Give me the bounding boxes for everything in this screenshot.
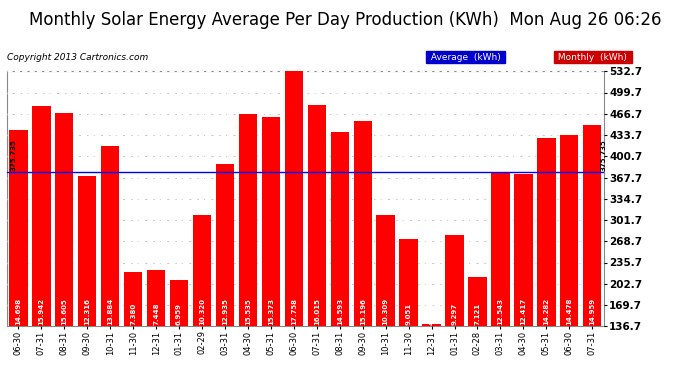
Bar bbox=[469, 277, 486, 326]
Bar bbox=[445, 235, 464, 326]
Text: 15.373: 15.373 bbox=[268, 298, 274, 325]
Bar bbox=[216, 164, 234, 326]
Text: 12.935: 12.935 bbox=[222, 298, 228, 325]
Text: 375.735: 375.735 bbox=[10, 139, 17, 171]
Text: 7.121: 7.121 bbox=[475, 303, 480, 325]
Text: 14.282: 14.282 bbox=[543, 298, 549, 325]
Bar bbox=[124, 272, 142, 326]
Text: Monthly  (kWh): Monthly (kWh) bbox=[555, 53, 630, 62]
Bar bbox=[101, 146, 119, 326]
Text: 14.478: 14.478 bbox=[566, 298, 572, 325]
Text: 9.297: 9.297 bbox=[451, 303, 457, 325]
Text: 6.959: 6.959 bbox=[176, 303, 182, 325]
Bar bbox=[9, 130, 28, 326]
Bar bbox=[377, 215, 395, 326]
Bar bbox=[193, 215, 211, 326]
Text: 13.884: 13.884 bbox=[107, 298, 113, 325]
Text: 10.309: 10.309 bbox=[383, 298, 388, 325]
Bar bbox=[170, 280, 188, 326]
Bar bbox=[262, 117, 280, 326]
Text: 14.959: 14.959 bbox=[589, 298, 595, 325]
Bar bbox=[560, 135, 578, 326]
Text: 9.051: 9.051 bbox=[406, 303, 412, 325]
Bar bbox=[514, 174, 533, 326]
Text: 10.320: 10.320 bbox=[199, 298, 205, 325]
Bar bbox=[491, 172, 510, 326]
Bar bbox=[32, 106, 50, 326]
Text: 15.942: 15.942 bbox=[39, 298, 44, 325]
Bar bbox=[55, 113, 73, 326]
Bar bbox=[400, 239, 418, 326]
Text: 12.316: 12.316 bbox=[84, 298, 90, 325]
Text: 14.698: 14.698 bbox=[15, 298, 21, 325]
Bar bbox=[147, 270, 166, 326]
Bar bbox=[239, 114, 257, 326]
Text: 12.543: 12.543 bbox=[497, 298, 504, 325]
Text: 15.605: 15.605 bbox=[61, 298, 68, 325]
Text: 16.015: 16.015 bbox=[314, 298, 319, 325]
Text: 15.535: 15.535 bbox=[245, 298, 251, 325]
Text: Average  (kWh): Average (kWh) bbox=[428, 53, 504, 62]
Text: Copyright 2013 Cartronics.com: Copyright 2013 Cartronics.com bbox=[7, 53, 148, 62]
Text: 17.758: 17.758 bbox=[291, 298, 297, 325]
Bar bbox=[353, 121, 372, 326]
Bar bbox=[331, 132, 349, 326]
Bar bbox=[583, 125, 602, 326]
Text: 12.417: 12.417 bbox=[520, 298, 526, 325]
Text: 4.661: 4.661 bbox=[428, 303, 435, 325]
Text: 14.593: 14.593 bbox=[337, 298, 343, 325]
Text: 7.448: 7.448 bbox=[153, 303, 159, 325]
Bar bbox=[308, 105, 326, 326]
Bar bbox=[538, 138, 555, 326]
Text: Monthly Solar Energy Average Per Day Production (KWh)  Mon Aug 26 06:26: Monthly Solar Energy Average Per Day Pro… bbox=[29, 11, 661, 29]
Text: 7.380: 7.380 bbox=[130, 303, 136, 325]
Text: 375.735: 375.735 bbox=[600, 139, 607, 171]
Bar bbox=[78, 176, 97, 326]
Bar bbox=[422, 324, 441, 326]
Text: 15.196: 15.196 bbox=[359, 298, 366, 325]
Bar bbox=[285, 71, 303, 326]
